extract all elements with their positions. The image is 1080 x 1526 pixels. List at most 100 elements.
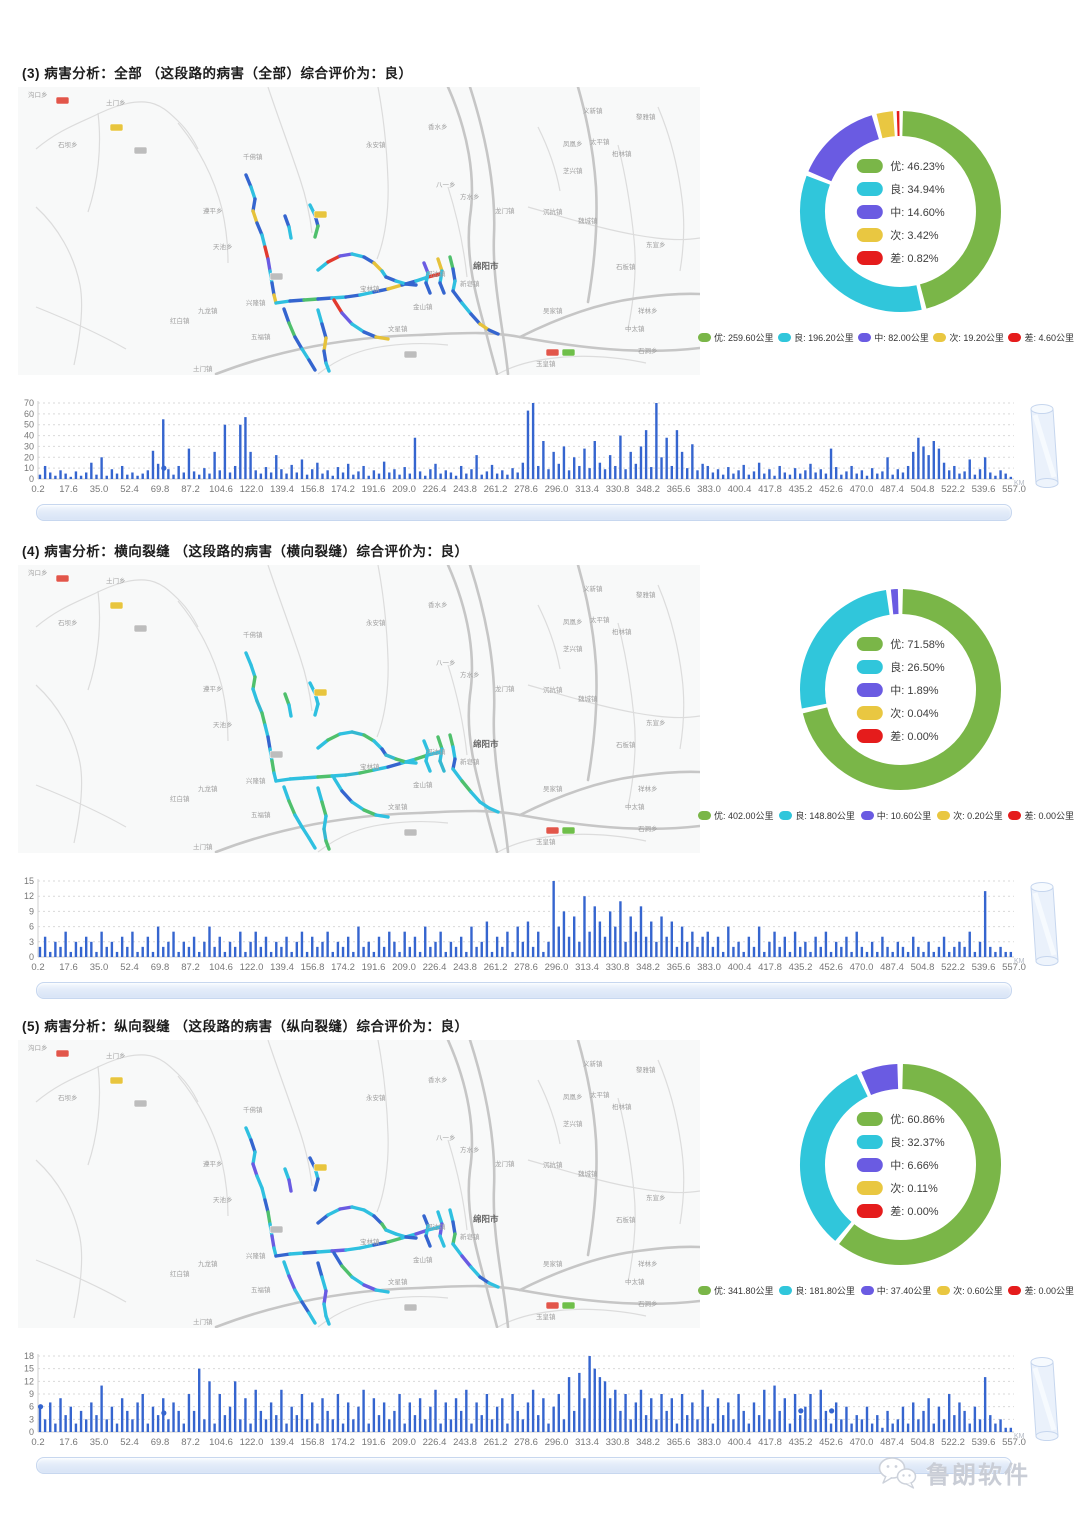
donut-segment-良 (800, 175, 922, 312)
slider-top-cap (1030, 1357, 1054, 1367)
data-point-marker (37, 1404, 44, 1410)
svg-text:石坝乡: 石坝乡 (58, 140, 78, 149)
x-tick-label: 35.0 (90, 962, 109, 973)
x-tick-label: 539.6 (972, 484, 996, 495)
legend-swatch (856, 1180, 883, 1195)
x-tick-label: 400.4 (728, 962, 752, 973)
km-legend-label: 次: 0.60公里 (953, 1286, 1003, 1296)
donut-legend-item: 中: 1.89% (856, 682, 944, 698)
svg-text:红白镇: 红白镇 (170, 316, 190, 325)
data-point-marker (161, 465, 167, 471)
legend-swatch (856, 1111, 883, 1126)
x-tick-label: 296.0 (545, 1437, 569, 1448)
legend-label: 良: 34.94% (890, 183, 945, 196)
y-tick-label: 60 (24, 409, 34, 419)
x-tick-label: 296.0 (545, 962, 569, 973)
horizontal-scrollbar[interactable] (36, 982, 1012, 999)
donut-legend: 优: 71.58% 良: 26.50% 中: 1.89% 次: 0.04% 差: 0.0… (856, 636, 945, 744)
svg-text:东宣乡: 东宣乡 (646, 1193, 666, 1202)
x-tick-label: 313.4 (575, 484, 599, 495)
legend-swatch (856, 204, 883, 219)
x-tick-label: 0.2 (31, 484, 44, 495)
svg-text:永安镇: 永安镇 (366, 140, 386, 149)
donut-chart[interactable] (798, 109, 1003, 314)
svg-text:石坝乡: 石坝乡 (58, 618, 78, 627)
legend-label: 中: 6.66% (890, 1159, 939, 1172)
donut-chart[interactable] (798, 587, 1003, 792)
km-legend-label: 差: 0.00公里 (1024, 1286, 1074, 1296)
x-tick-labels: 0.2 17.6 35.0 52.4 69.8 87.2 104.6 122.0 139.4 15… (31, 484, 1026, 495)
km-legend-item: 优: 259.60公里 (698, 331, 774, 344)
svg-text:玉皇镇: 玉皇镇 (536, 1312, 556, 1321)
svg-text:八一乡: 八一乡 (436, 660, 456, 667)
donut-legend-item: 优: 46.23% (856, 158, 945, 174)
km-legend-item: 中: 82.00公里 (858, 331, 929, 344)
donut-legend-item: 差: 0.00% (856, 1203, 944, 1219)
legend-label: 差: 0.00% (890, 1205, 939, 1218)
y-tick-label: 15 (24, 877, 34, 886)
x-tick-label: 417.8 (758, 484, 782, 495)
x-tick-label: 104.6 (209, 962, 233, 973)
section-title: (3) 病害分析：全部 （这段路的病害（全部）综合评价为：良） (22, 66, 413, 81)
svg-text:金山镇: 金山镇 (413, 302, 433, 311)
x-tick-label: 87.2 (181, 484, 200, 495)
svg-text:八一乡: 八一乡 (436, 1135, 456, 1142)
y-tick-label: 30 (24, 441, 34, 451)
donut-chart[interactable] (798, 1062, 1003, 1267)
legend-swatch (933, 333, 947, 342)
svg-text:东宣乡: 东宣乡 (646, 240, 666, 249)
bars (38, 1356, 1013, 1432)
svg-text:永安镇: 永安镇 (366, 1093, 386, 1102)
x-tick-label: 174.2 (331, 484, 355, 495)
svg-text:方水乡: 方水乡 (460, 670, 480, 679)
x-tick-label: 383.0 (697, 484, 721, 495)
svg-text:沟口乡: 沟口乡 (28, 90, 48, 99)
svg-text:石洞乡: 石洞乡 (638, 346, 658, 355)
svg-text:太平镇: 太平镇 (590, 1090, 610, 1099)
svg-text:金山镇: 金山镇 (413, 780, 433, 789)
svg-text:遵平乡: 遵平乡 (203, 1159, 223, 1168)
legend-label: 优: 46.23% (890, 160, 945, 173)
brand-text: 鲁朗软件 (926, 1462, 1030, 1489)
vertical-slider[interactable]: KM (1014, 879, 1064, 971)
svg-text:沟口乡: 沟口乡 (28, 1043, 48, 1052)
bar-chart[interactable]: 0 3 6 9 12 15 0.2 17.6 35.0 52.4 69.8 87.2 104.6 122.… (16, 877, 1066, 973)
svg-text:河边镇: 河边镇 (426, 269, 446, 278)
legend-swatch (856, 728, 883, 743)
x-tick-label: 435.2 (789, 1437, 813, 1448)
x-tick-label: 17.6 (59, 962, 78, 973)
svg-text:龙门镇: 龙门镇 (495, 206, 515, 215)
legend-swatch (860, 1286, 874, 1295)
x-tick-label: 243.8 (453, 1437, 477, 1448)
svg-text:石板镇: 石板镇 (616, 262, 636, 271)
vertical-slider[interactable]: KM (1014, 1354, 1064, 1446)
x-tick-label: 261.2 (484, 1437, 508, 1448)
horizontal-scrollbar[interactable] (36, 504, 1012, 521)
horizontal-scrollbar[interactable] (36, 1457, 1012, 1474)
donut-legend-item: 次: 3.42% (856, 227, 944, 243)
svg-text:九龙镇: 九龙镇 (198, 1259, 218, 1268)
x-tick-label: 557.0 (1002, 484, 1026, 495)
x-tick-label: 452.6 (819, 1437, 843, 1448)
svg-text:石板镇: 石板镇 (616, 740, 636, 749)
svg-text:新皂镇: 新皂镇 (460, 757, 480, 766)
legend-swatch (779, 811, 793, 820)
km-legend-item: 差: 0.00公里 (1008, 809, 1074, 822)
x-tick-label: 104.6 (209, 484, 233, 495)
donut-legend: 优: 46.23% 良: 34.94% 中: 14.60% 次: 3.42% 差: 0.… (856, 158, 945, 266)
svg-text:兴隆镇: 兴隆镇 (246, 298, 266, 307)
donut-legend-item: 中: 6.66% (856, 1157, 944, 1173)
donut-legend-item: 良: 26.50% (856, 659, 945, 675)
donut-segment-优 (902, 111, 1001, 309)
vertical-slider[interactable]: KM (1014, 401, 1064, 493)
svg-text:新皂镇: 新皂镇 (460, 1232, 480, 1241)
bar-chart[interactable]: 0 3 6 9 12 15 18 0.2 17.6 35.0 52.4 69.8 87.2 104.6 12… (16, 1352, 1066, 1448)
svg-text:凤凰乡: 凤凰乡 (563, 618, 583, 626)
svg-text:太平镇: 太平镇 (590, 615, 610, 624)
km-legend-item: 差: 4.60公里 (1008, 331, 1074, 344)
km-legend-label: 次: 19.20公里 (949, 333, 1004, 343)
